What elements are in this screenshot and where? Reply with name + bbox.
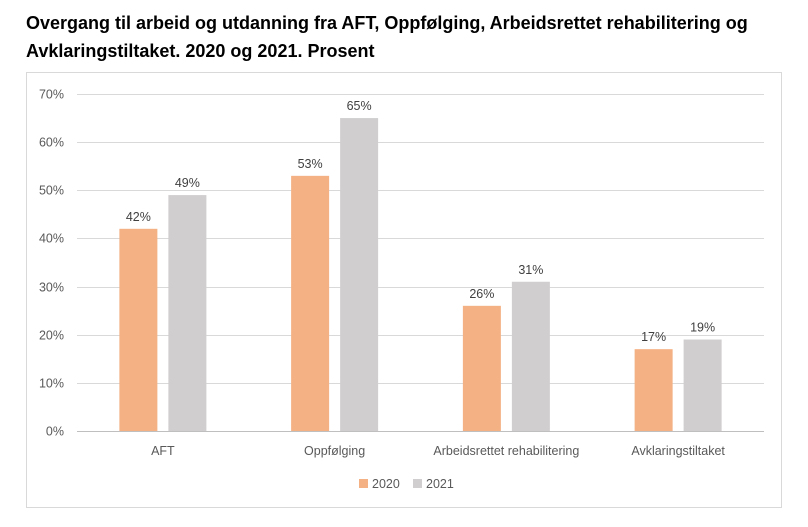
y-tick-label: 70%: [39, 88, 64, 102]
bar-2021: [683, 339, 722, 431]
x-tick-label: Arbeidsrettet rehabilitering: [433, 444, 579, 458]
data-label: 65%: [347, 99, 372, 113]
data-label: 53%: [298, 157, 323, 171]
y-tick-label: 50%: [39, 184, 64, 198]
bar-2020: [291, 175, 330, 431]
x-tick-label: Avklaringstiltaket: [631, 444, 725, 458]
legend-swatch-2021: [413, 479, 422, 488]
x-axis: AFT Oppfølging Arbeidsrettet rehabiliterin…: [151, 444, 725, 458]
y-tick-label: 40%: [39, 232, 64, 246]
y-tick-label: 20%: [39, 329, 64, 343]
y-tick-label: 60%: [39, 136, 64, 150]
data-label: 17%: [641, 330, 666, 344]
y-tick-label: 30%: [39, 281, 64, 295]
data-label: 31%: [518, 263, 543, 277]
data-label: 42%: [126, 210, 151, 224]
bars: 42% 49% 53% 65% 26% 31% 17% 19%: [119, 99, 722, 432]
bar-2020: [119, 228, 158, 431]
x-tick-label: Oppfølging: [304, 444, 365, 458]
data-label: 26%: [469, 287, 494, 301]
bar-2021: [340, 118, 379, 432]
legend: 2020 2021: [359, 477, 454, 491]
bar-2021: [511, 281, 550, 431]
bar-2020: [462, 305, 501, 431]
bar-2021: [168, 195, 207, 431]
y-axis: 0% 10% 20% 30% 40% 50% 60% 70%: [39, 88, 64, 439]
y-tick-label: 0%: [46, 425, 64, 439]
bar-2020: [634, 349, 673, 431]
chart-frame: [26, 72, 782, 508]
legend-label-2021: 2021: [426, 477, 454, 491]
legend-label-2020: 2020: [372, 477, 400, 491]
legend-swatch-2020: [359, 479, 368, 488]
x-tick-label: AFT: [151, 444, 175, 458]
chart-title: Overgang til arbeid og utdanning fra AFT…: [26, 13, 748, 61]
data-label: 19%: [690, 321, 715, 335]
data-label: 49%: [175, 176, 200, 190]
y-tick-label: 10%: [39, 377, 64, 391]
